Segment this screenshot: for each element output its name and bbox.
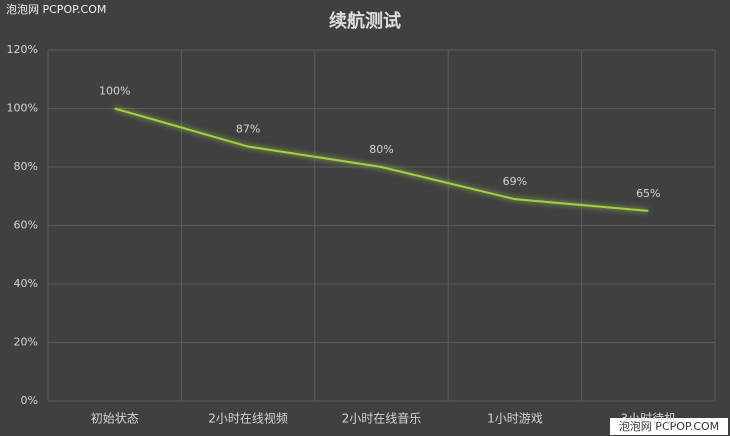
watermark-box	[610, 418, 728, 435]
data-label: 80%	[369, 143, 393, 156]
data-label: 69%	[503, 175, 527, 188]
data-line	[114, 107, 649, 212]
data-label: 100%	[99, 85, 130, 98]
y-tick-label: 120%	[7, 43, 38, 56]
y-tick-label: 40%	[14, 277, 38, 290]
watermark: 泡泡网 PCPOP.COM	[619, 419, 719, 433]
chart-title: 续航测试	[329, 10, 401, 32]
x-tick-label: 1小时游戏	[487, 412, 543, 426]
y-tick-label: 100%	[7, 102, 38, 115]
y-tick-label: 80%	[14, 160, 38, 173]
x-tick-label: 2小时在线视频	[208, 411, 288, 426]
y-tick-label: 0%	[21, 394, 38, 407]
x-tick-label: 3小时待机	[620, 412, 676, 426]
y-tick-label: 60%	[14, 219, 38, 232]
x-tick-label: 初始状态	[91, 412, 139, 426]
data-label: 87%	[236, 123, 260, 136]
x-tick-label: 2小时在线音乐	[342, 411, 422, 426]
data-label: 65%	[636, 187, 660, 200]
watermark: 泡泡网 PCPOP.COM	[6, 2, 106, 16]
y-tick-label: 20%	[14, 336, 38, 349]
